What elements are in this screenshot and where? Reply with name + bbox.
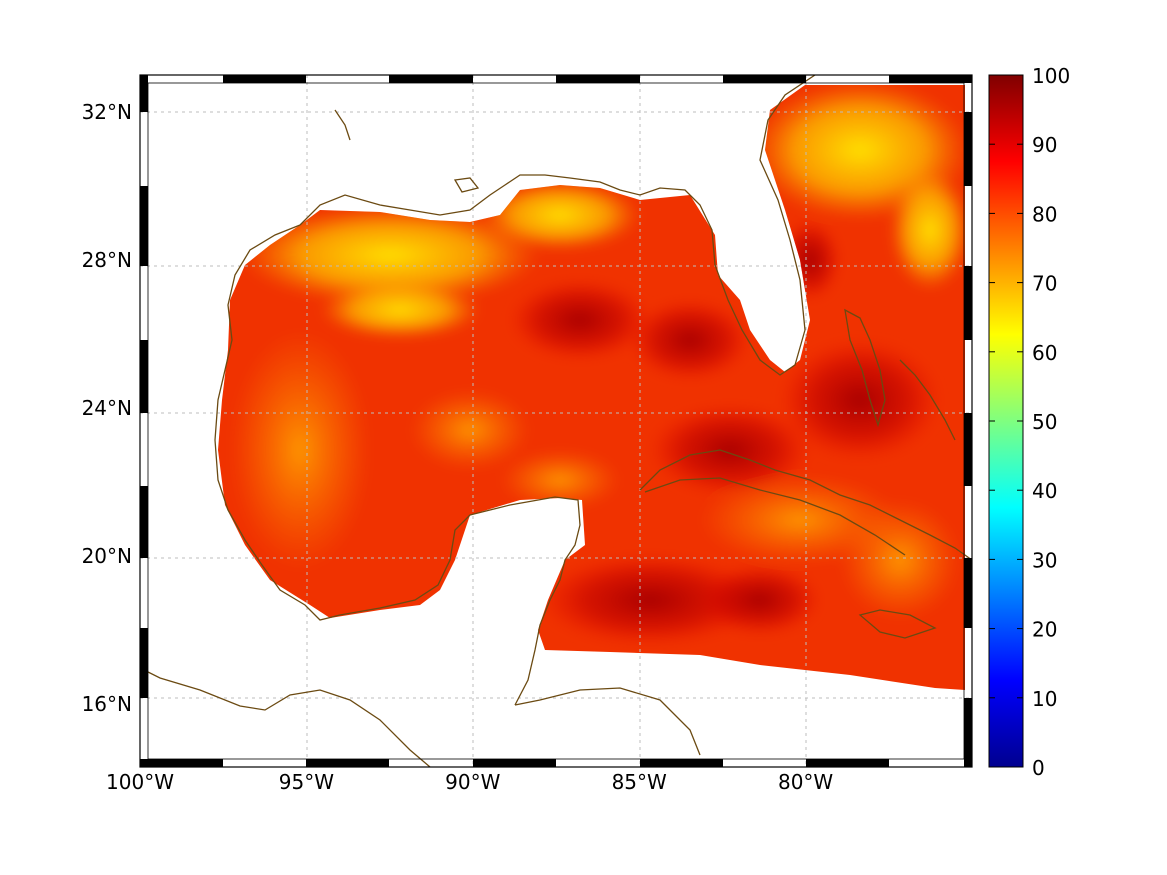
colorbar-tick-label: 80 [1032, 202, 1057, 226]
colorbar-tick-label: 50 [1032, 410, 1057, 434]
y-tick-label: 20°N [82, 544, 132, 568]
colorbar-tick-label: 40 [1032, 479, 1057, 503]
colorbar-tick-label: 100 [1032, 64, 1070, 88]
colorbar-tick-label: 20 [1032, 618, 1057, 642]
colorbar-tick-label: 90 [1032, 133, 1057, 157]
colorbar-tick-label: 70 [1032, 272, 1057, 296]
x-tick-labels: 100°W 95°W 90°W 85°W 80°W [106, 770, 833, 794]
x-tick-label: 90°W [445, 770, 500, 794]
coastlines [140, 75, 972, 767]
y-tick-label: 32°N [82, 100, 132, 124]
colorbar-tick-labels: 0 10 20 30 40 50 60 70 80 90 100 [989, 64, 1070, 780]
colorbar-tick-label: 60 [1032, 341, 1057, 365]
colorbar: 0 10 20 30 40 50 60 70 80 90 100 [988, 64, 1070, 780]
data-field [218, 85, 965, 690]
x-tick-label: 80°W [778, 770, 833, 794]
colorbar-tick-label: 10 [1032, 687, 1057, 711]
x-tick-label: 100°W [106, 770, 174, 794]
y-tick-labels: 16°N 20°N 24°N 28°N 32°N [82, 100, 132, 716]
colorbar-tick-label: 30 [1032, 548, 1057, 572]
colorbar-tick-label: 0 [1032, 756, 1045, 780]
map-frame [139, 74, 973, 768]
map-grid [140, 75, 972, 767]
x-tick-label: 95°W [279, 770, 334, 794]
y-tick-label: 28°N [82, 248, 132, 272]
y-tick-label: 16°N [82, 692, 132, 716]
x-tick-label: 85°W [612, 770, 667, 794]
y-tick-label: 24°N [82, 396, 132, 420]
